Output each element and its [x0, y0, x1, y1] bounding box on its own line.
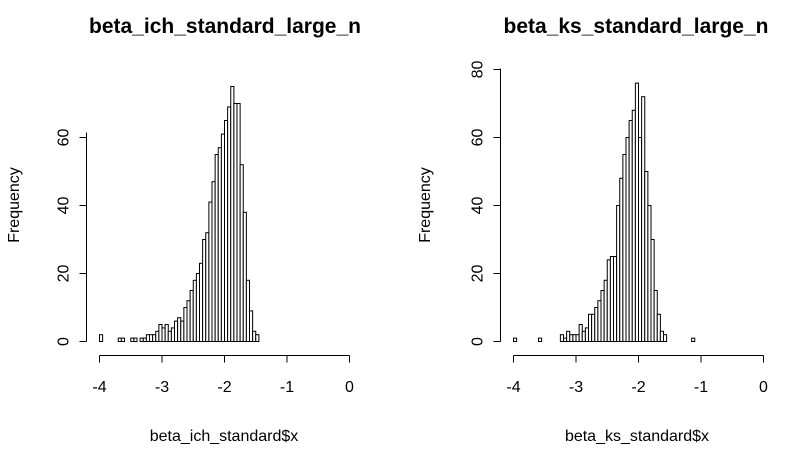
x-tick-label: -4	[506, 379, 520, 396]
x-axis-label: beta_ich_standard$x	[150, 428, 299, 445]
x-tick-label: -1	[694, 379, 708, 396]
x-tick-label: -3	[155, 379, 169, 396]
y-tick-label: 20	[56, 265, 73, 283]
histogram-bars	[513, 82, 696, 343]
histogram-bar	[249, 310, 254, 342]
x-axis: -4 -3 -2 -1 0	[92, 355, 354, 396]
histogram-panel-2: beta_ks_standard_large_n Frequency beta_…	[417, 15, 768, 445]
x-tick-label: -4	[92, 379, 106, 396]
histogram-panel-1: beta_ich_standard_large_n Frequency beta…	[6, 15, 361, 445]
histogram-bar	[99, 334, 104, 343]
histogram-bar	[242, 211, 247, 342]
histogram-bars	[99, 86, 260, 343]
histogram-bar	[513, 337, 518, 343]
histogram-bar	[691, 337, 696, 343]
histogram-bar	[120, 337, 126, 343]
y-axis-label: Frequency	[6, 167, 23, 243]
y-tick-label: 0	[470, 337, 487, 346]
y-tick-label: 40	[470, 197, 487, 215]
y-axis: 0 20 40 60	[56, 129, 87, 346]
y-tick-label: 60	[56, 129, 73, 147]
x-tick-label: 0	[345, 379, 354, 396]
histogram-bar	[255, 334, 260, 343]
histogram-bar	[656, 313, 661, 342]
x-tick-label: -2	[631, 379, 645, 396]
y-tick-label: 80	[470, 61, 487, 79]
x-axis: -4 -3 -2 -1 0	[506, 355, 768, 396]
x-axis-label: beta_ks_standard$x	[565, 428, 709, 445]
histogram-bar	[663, 334, 668, 343]
x-tick-label: -2	[217, 379, 231, 396]
x-tick-label: 0	[759, 379, 768, 396]
histogram-bar	[538, 337, 543, 343]
y-tick-label: 20	[470, 265, 487, 283]
y-axis-label: Frequency	[417, 167, 434, 243]
chart-title: beta_ks_standard_large_n	[504, 15, 769, 38]
x-tick-label: -1	[280, 379, 294, 396]
y-tick-label: 60	[470, 129, 487, 147]
chart-title: beta_ich_standard_large_n	[89, 15, 361, 38]
y-tick-label: 0	[56, 337, 73, 346]
y-axis: 0 20 40 60 80	[470, 61, 501, 346]
y-tick-label: 40	[56, 197, 73, 215]
x-tick-label: -3	[569, 379, 583, 396]
histogram-bar	[133, 337, 138, 343]
